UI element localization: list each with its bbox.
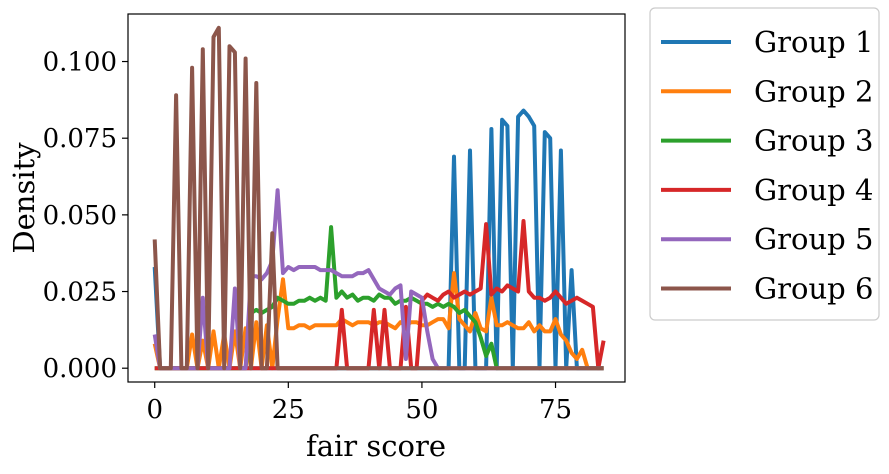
axis-ticks: 0 25 50 75 0.000 0.025 0.050 0.075 0.100 xyxy=(43,48,573,425)
legend-label-4: Group 4 xyxy=(754,173,873,207)
series-line-6 xyxy=(152,25,604,371)
x-tick-label: 50 xyxy=(405,395,438,425)
series-lines xyxy=(152,25,606,371)
legend-box xyxy=(649,7,880,321)
y-tick-label: 0.000 xyxy=(43,354,117,384)
legend-label-1: Group 1 xyxy=(754,25,873,59)
legend-label-2: Group 2 xyxy=(754,74,873,108)
x-tick-label: 75 xyxy=(539,395,572,425)
legend-label-5: Group 5 xyxy=(754,222,873,256)
y-tick-label: 0.025 xyxy=(43,278,117,308)
x-tick-label: 25 xyxy=(272,395,305,425)
x-axis-label: fair score xyxy=(306,429,446,463)
x-tick-label: 0 xyxy=(146,395,163,425)
legend-entries: Group 1 Group 2 Group 3 Group 4 Group 5 Group… xyxy=(661,25,873,306)
legend-label-3: Group 3 xyxy=(754,124,873,158)
y-tick-label: 0.075 xyxy=(43,124,117,154)
plot-area-frame xyxy=(127,13,626,383)
y-tick-label: 0.050 xyxy=(43,201,117,231)
y-axis-label: Density xyxy=(7,142,41,254)
legend-label-6: Group 6 xyxy=(754,272,873,306)
legend: Group 1 Group 2 Group 3 Group 4 Group 5 Group… xyxy=(649,7,880,321)
y-tick-label: 0.100 xyxy=(43,48,117,78)
